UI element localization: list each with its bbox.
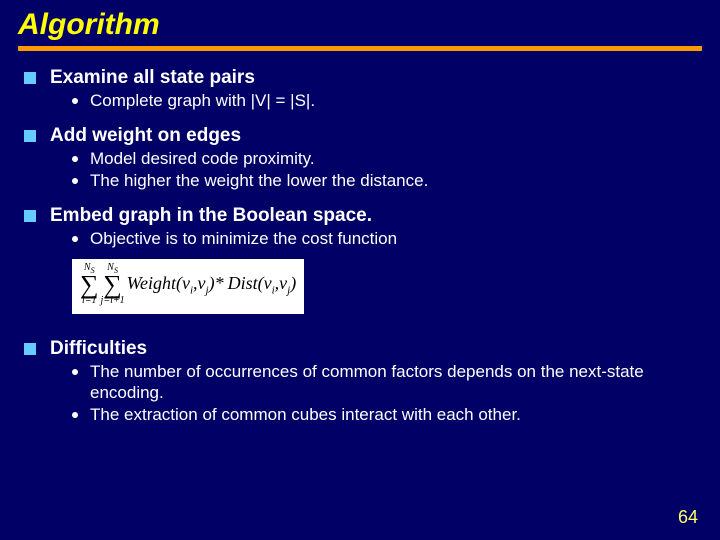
sub-text: Model desired code proximity. — [90, 148, 315, 169]
list-heading: Examine all state pairs — [50, 67, 255, 89]
sublist: Model desired code proximity. The higher… — [72, 148, 702, 191]
slide: Algorithm Examine all state pairs Comple… — [0, 0, 720, 425]
formula-block: NS ∑ i=1 NS ∑ j=i+1 Weight(vi,vj)*Dist(v… — [72, 257, 702, 314]
title-rule — [18, 46, 702, 51]
sub-item: Complete graph with |V| = |S|. — [72, 90, 702, 111]
list-item: Difficulties — [24, 338, 702, 360]
list-item: Embed graph in the Boolean space. — [24, 205, 702, 227]
formula-term: Weight(vi,vj)*Dist(vi,vj) — [127, 273, 297, 297]
list-item: Examine all state pairs — [24, 67, 702, 89]
list-heading: Embed graph in the Boolean space. — [50, 205, 372, 227]
sub-item: Objective is to minimize the cost functi… — [72, 228, 702, 249]
page-title: Algorithm — [18, 8, 702, 42]
sub-text: The higher the weight the lower the dist… — [90, 170, 428, 191]
sublist: Complete graph with |V| = |S|. — [72, 90, 702, 111]
sub-text: The number of occurrences of common fact… — [90, 361, 702, 404]
sub-text: Complete graph with |V| = |S|. — [90, 90, 315, 111]
page-number: 64 — [678, 507, 698, 528]
sub-text: Objective is to minimize the cost functi… — [90, 228, 397, 249]
sublist: The number of occurrences of common fact… — [72, 361, 702, 425]
square-bullet-icon — [24, 130, 36, 142]
list-heading: Add weight on edges — [50, 125, 241, 147]
square-bullet-icon — [24, 210, 36, 222]
dot-bullet-icon — [72, 412, 78, 418]
list-item: Add weight on edges — [24, 125, 702, 147]
dot-bullet-icon — [72, 236, 78, 242]
dot-bullet-icon — [72, 98, 78, 104]
list-heading: Difficulties — [50, 338, 147, 360]
formula-image: NS ∑ i=1 NS ∑ j=i+1 Weight(vi,vj)*Dist(v… — [72, 259, 304, 314]
square-bullet-icon — [24, 72, 36, 84]
sub-item: The number of occurrences of common fact… — [72, 361, 702, 404]
sub-text: The extraction of common cubes interact … — [90, 404, 521, 425]
content-area: Examine all state pairs Complete graph w… — [18, 67, 702, 425]
sublist: Objective is to minimize the cost functi… — [72, 228, 702, 249]
dot-bullet-icon — [72, 156, 78, 162]
sub-item: The higher the weight the lower the dist… — [72, 170, 702, 191]
sigma-inner: NS ∑ j=i+1 — [101, 263, 125, 306]
sigma-outer: NS ∑ i=1 — [80, 263, 99, 306]
sub-item: The extraction of common cubes interact … — [72, 404, 702, 425]
square-bullet-icon — [24, 343, 36, 355]
dot-bullet-icon — [72, 178, 78, 184]
dot-bullet-icon — [72, 369, 78, 375]
sub-item: Model desired code proximity. — [72, 148, 702, 169]
